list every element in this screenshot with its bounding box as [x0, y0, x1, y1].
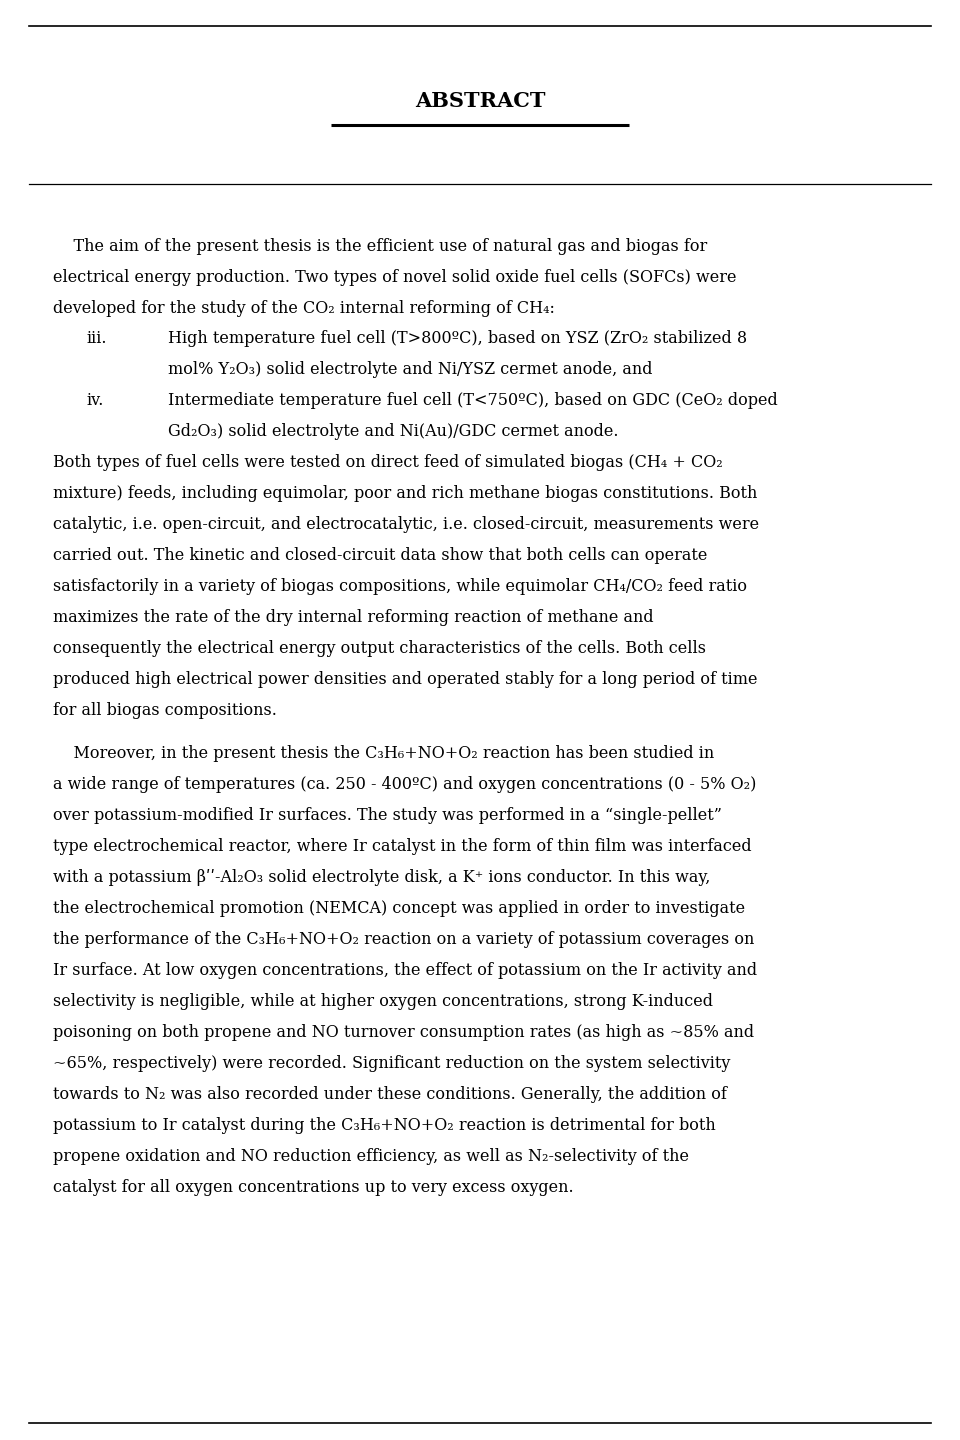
- Text: catalyst for all oxygen concentrations up to very excess oxygen.: catalyst for all oxygen concentrations u…: [53, 1179, 573, 1195]
- Text: mixture) feeds, including equimolar, poor and rich methane biogas constitutions.: mixture) feeds, including equimolar, poo…: [53, 485, 757, 503]
- Text: The aim of the present thesis is the efficient use of natural gas and biogas for: The aim of the present thesis is the eff…: [53, 238, 708, 255]
- Text: iii.: iii.: [86, 330, 107, 347]
- Text: mol% Y₂O₃) solid electrolyte and Ni/YSZ cermet anode, and: mol% Y₂O₃) solid electrolyte and Ni/YSZ …: [168, 361, 653, 379]
- Text: potassium to Ir catalyst during the C₃H₆+NO+O₂ reaction is detrimental for both: potassium to Ir catalyst during the C₃H₆…: [53, 1117, 715, 1133]
- Text: ABSTRACT: ABSTRACT: [415, 91, 545, 111]
- Text: catalytic, i.e. open-circuit, and electrocatalytic, i.e. closed-circuit, measure: catalytic, i.e. open-circuit, and electr…: [53, 516, 759, 533]
- Text: with a potassium βʹʹ-Al₂O₃ solid electrolyte disk, a K⁺ ions conductor. In this : with a potassium βʹʹ-Al₂O₃ solid electro…: [53, 870, 710, 886]
- Text: propene oxidation and NO reduction efficiency, as well as N₂-selectivity of the: propene oxidation and NO reduction effic…: [53, 1148, 688, 1165]
- Text: High temperature fuel cell (T>800ºC), based on YSZ (ZrO₂ stabilized 8: High temperature fuel cell (T>800ºC), ba…: [168, 330, 747, 347]
- Text: poisoning on both propene and NO turnover consumption rates (as high as ~85% and: poisoning on both propene and NO turnove…: [53, 1024, 754, 1041]
- Text: consequently the electrical energy output characteristics of the cells. Both cel: consequently the electrical energy outpu…: [53, 639, 706, 657]
- Text: over potassium-modified Ir surfaces. The study was performed in a “single-pellet: over potassium-modified Ir surfaces. The…: [53, 808, 722, 824]
- Text: maximizes the rate of the dry internal reforming reaction of methane and: maximizes the rate of the dry internal r…: [53, 609, 654, 626]
- Text: ~65%, respectively) were recorded. Significant reduction on the system selectivi: ~65%, respectively) were recorded. Signi…: [53, 1056, 731, 1071]
- Text: developed for the study of the CO₂ internal reforming of CH₄:: developed for the study of the CO₂ inter…: [53, 300, 555, 317]
- Text: Both types of fuel cells were tested on direct feed of simulated biogas (CH₄ + C: Both types of fuel cells were tested on …: [53, 454, 723, 471]
- Text: the performance of the C₃H₆+NO+O₂ reaction on a variety of potassium coverages o: the performance of the C₃H₆+NO+O₂ reacti…: [53, 932, 755, 948]
- Text: the electrochemical promotion (NEMCA) concept was applied in order to investigat: the electrochemical promotion (NEMCA) co…: [53, 900, 745, 917]
- Text: Intermediate temperature fuel cell (T<750ºC), based on GDC (CeO₂ doped: Intermediate temperature fuel cell (T<75…: [168, 392, 778, 409]
- Text: iv.: iv.: [86, 392, 104, 409]
- Text: type electrochemical reactor, where Ir catalyst in the form of thin film was int: type electrochemical reactor, where Ir c…: [53, 838, 752, 855]
- Text: a wide range of temperatures (ca. 250 - 400ºC) and oxygen concentrations (0 - 5%: a wide range of temperatures (ca. 250 - …: [53, 776, 756, 793]
- Text: selectivity is negligible, while at higher oxygen concentrations, strong K-induc: selectivity is negligible, while at high…: [53, 994, 712, 1009]
- Text: electrical energy production. Two types of novel solid oxide fuel cells (SOFCs) : electrical energy production. Two types …: [53, 268, 736, 285]
- Text: satisfactorily in a variety of biogas compositions, while equimolar CH₄/CO₂ feed: satisfactorily in a variety of biogas co…: [53, 577, 747, 595]
- Text: produced high electrical power densities and operated stably for a long period o: produced high electrical power densities…: [53, 671, 757, 688]
- Text: Gd₂O₃) solid electrolyte and Ni(Au)/GDC cermet anode.: Gd₂O₃) solid electrolyte and Ni(Au)/GDC …: [168, 423, 618, 441]
- Text: Ir surface. At low oxygen concentrations, the effect of potassium on the Ir acti: Ir surface. At low oxygen concentrations…: [53, 962, 756, 979]
- Text: for all biogas compositions.: for all biogas compositions.: [53, 701, 276, 719]
- Text: carried out. The kinetic and closed-circuit data show that both cells can operat: carried out. The kinetic and closed-circ…: [53, 547, 708, 564]
- Text: towards to N₂ was also recorded under these conditions. Generally, the addition : towards to N₂ was also recorded under th…: [53, 1086, 727, 1103]
- Text: Moreover, in the present thesis the C₃H₆+NO+O₂ reaction has been studied in: Moreover, in the present thesis the C₃H₆…: [53, 746, 714, 762]
